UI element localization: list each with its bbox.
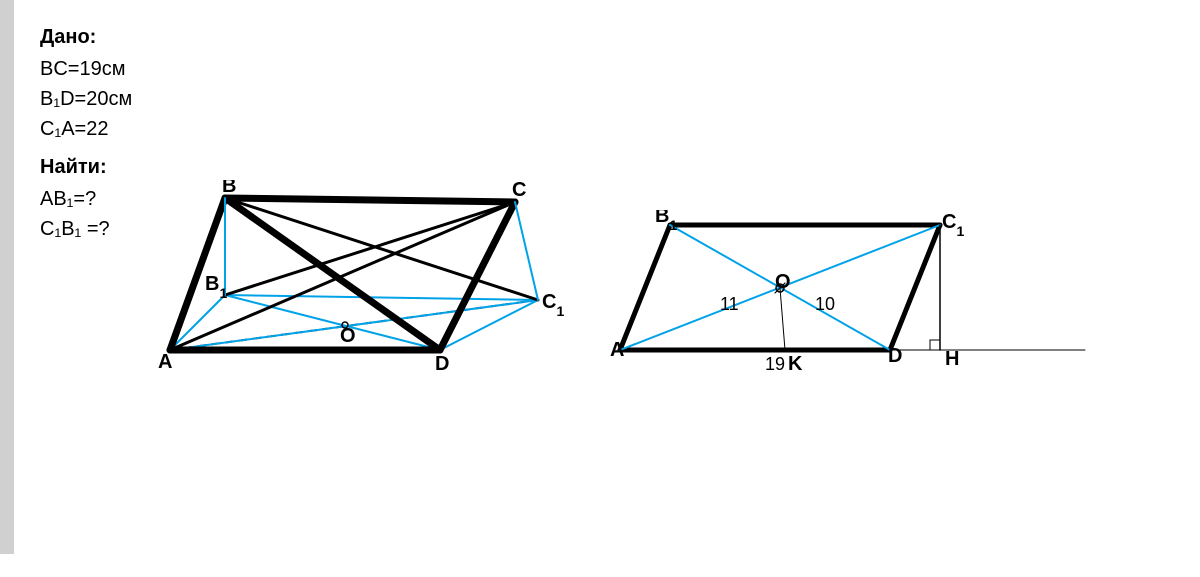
given-line-3: C₁A=22 bbox=[40, 114, 132, 144]
svg-text:D: D bbox=[888, 345, 902, 367]
svg-text:C: C bbox=[512, 180, 526, 201]
given-line-2: B₁D=20см bbox=[40, 84, 132, 114]
prism-diagram: ADB1C1BCO bbox=[150, 180, 570, 380]
svg-text:O: O bbox=[340, 325, 356, 347]
svg-text:H: H bbox=[945, 348, 959, 370]
parallelogram-diagram: ADB1C1OKH111019 bbox=[610, 210, 1090, 390]
find-line-2: C₁B₁ =? bbox=[40, 214, 132, 244]
svg-text:10: 10 bbox=[815, 294, 835, 314]
svg-text:K: K bbox=[788, 353, 803, 375]
given-line-1: BC=19см bbox=[40, 54, 132, 84]
problem-text: Дано: BC=19см B₁D=20см C₁A=22 Найти: AB₁… bbox=[40, 22, 132, 244]
svg-text:19: 19 bbox=[765, 354, 785, 374]
svg-text:A: A bbox=[610, 339, 624, 361]
given-header: Дано: bbox=[40, 22, 132, 52]
find-line-1: AB₁=? bbox=[40, 184, 132, 214]
svg-text:A: A bbox=[158, 351, 172, 373]
left-edge-corner bbox=[0, 540, 14, 554]
svg-text:11: 11 bbox=[720, 294, 739, 314]
svg-text:C1: C1 bbox=[542, 291, 564, 319]
find-header: Найти: bbox=[40, 152, 132, 182]
svg-text:C1: C1 bbox=[942, 211, 964, 239]
svg-text:O: O bbox=[775, 271, 791, 293]
svg-text:B: B bbox=[222, 180, 236, 197]
left-edge-bar bbox=[0, 0, 14, 540]
svg-text:D: D bbox=[435, 353, 449, 375]
